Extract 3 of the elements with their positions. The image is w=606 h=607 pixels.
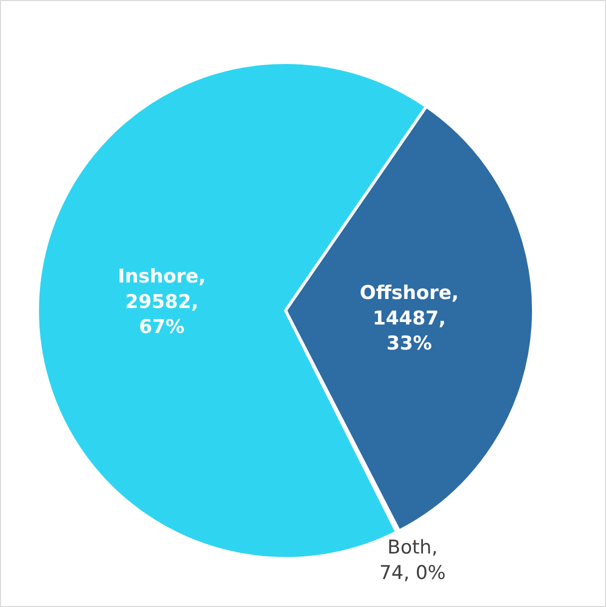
slice-label: Both, 74, 0% [379, 536, 446, 584]
slice-label: Offshore, 14487, 33% [360, 282, 459, 355]
slice-label: Inshore, 29582, 67% [118, 266, 206, 338]
